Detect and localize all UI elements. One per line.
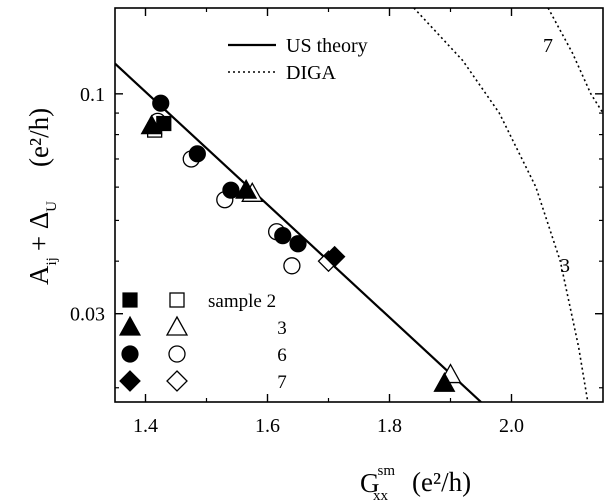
y-axis-label-plus: + Δ (24, 212, 54, 251)
legend-sample-label: 6 (277, 345, 287, 366)
x-axis-label-main: G (360, 468, 380, 498)
data-point-diamond-filled-sample-7 (323, 245, 346, 268)
y-axis-unit: (e²/h) (24, 108, 54, 167)
data-point-circle-filled-sample-6 (289, 235, 307, 253)
legend-marker-square-filled (122, 292, 138, 308)
data-point-circle-open-sample-6 (283, 257, 301, 275)
us-theory-line (115, 62, 482, 402)
y-axis-label-main: A (24, 265, 54, 285)
data-point-triangle-filled-sample-3 (140, 114, 163, 135)
legend-layer: US theory DIGA sample 23 6 7 (118, 35, 368, 393)
x-tick-label: 1.6 (255, 415, 280, 437)
x-axis-label-sup: sm (377, 463, 395, 479)
legend-sample-label: 7 (277, 372, 287, 393)
curves-layer: 73 (115, 8, 603, 402)
x-tick-label: 1.8 (377, 415, 402, 437)
legend-marker-circle-open (168, 345, 186, 363)
legend-sample-label: sample 2 (208, 291, 276, 312)
diga-curve-label: 7 (543, 35, 553, 57)
y-axis-label-sub2: U (44, 201, 60, 212)
x-tick-label: 2.0 (499, 415, 524, 437)
legend-marker-triangle-open (165, 315, 189, 336)
x-axis-unit: (e²/h) (412, 467, 471, 497)
diga-curve-3 (413, 8, 589, 402)
x-tick-label: 1.4 (133, 415, 158, 437)
legend-marker-circle-filled (121, 345, 139, 363)
data-point-circle-filled-sample-6 (274, 227, 292, 245)
data-point-triangle-filled-sample-3 (433, 372, 456, 392)
diga-curve-7 (547, 8, 603, 114)
diga-curve-label: 3 (560, 255, 570, 277)
x-axis-label: Gsm xx (360, 463, 395, 502)
legend-marker-triangle-filled (118, 315, 142, 336)
data-point-circle-filled-sample-6 (222, 181, 240, 199)
data-point-circle-filled-sample-6 (152, 94, 170, 112)
y-axis-label-sub1: ij (44, 257, 60, 265)
data-point-triangle-filled-sample-3 (235, 178, 258, 199)
y-axis-label-group: Aij + ΔU (e²/h) (24, 108, 60, 285)
legend-marker-diamond-open (166, 370, 188, 392)
axis-ticks-layer: 1.4 1.6 1.8 2.0 0.1 0.03 (70, 8, 603, 437)
legend-diga-label: DIGA (286, 62, 337, 84)
plot-frame (114, 7, 604, 403)
plot-frame-layer (114, 7, 604, 403)
data-point-square-filled-sample-2 (156, 115, 172, 132)
legend-marker-diamond-filled (119, 370, 141, 392)
y-tick-label: 0.1 (80, 84, 105, 106)
y-axis-label: Aij + ΔU (24, 201, 60, 285)
y-tick-label: 0.03 (70, 304, 105, 326)
data-point-circle-filled-sample-6 (188, 145, 206, 163)
legend-us-theory-label: US theory (286, 35, 368, 57)
markers-layer (140, 94, 462, 392)
legend-marker-square-open (169, 292, 185, 308)
x-axis-label-sub: xx (373, 488, 389, 502)
legend-sample-label: 3 (277, 318, 287, 339)
